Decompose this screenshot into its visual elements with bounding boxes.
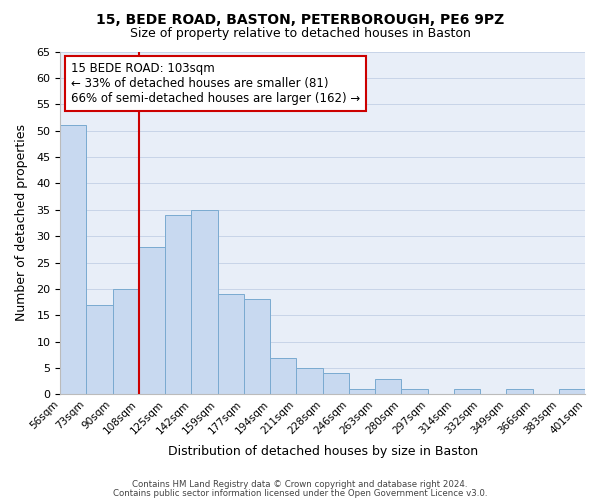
Bar <box>296 368 323 394</box>
Bar <box>244 300 270 394</box>
Bar <box>401 389 428 394</box>
Bar <box>86 305 113 394</box>
Y-axis label: Number of detached properties: Number of detached properties <box>15 124 28 322</box>
Text: Size of property relative to detached houses in Baston: Size of property relative to detached ho… <box>130 28 470 40</box>
Bar <box>218 294 244 394</box>
Bar <box>349 389 375 394</box>
Bar <box>60 126 86 394</box>
Text: 15 BEDE ROAD: 103sqm
← 33% of detached houses are smaller (81)
66% of semi-detac: 15 BEDE ROAD: 103sqm ← 33% of detached h… <box>71 62 360 105</box>
Bar <box>270 358 296 395</box>
Bar <box>113 289 139 395</box>
Text: Contains public sector information licensed under the Open Government Licence v3: Contains public sector information licen… <box>113 489 487 498</box>
Bar <box>375 378 401 394</box>
Text: Contains HM Land Registry data © Crown copyright and database right 2024.: Contains HM Land Registry data © Crown c… <box>132 480 468 489</box>
Bar <box>165 215 191 394</box>
Bar <box>323 374 349 394</box>
X-axis label: Distribution of detached houses by size in Baston: Distribution of detached houses by size … <box>167 444 478 458</box>
Bar <box>454 389 480 394</box>
Bar <box>559 389 585 394</box>
Bar <box>506 389 533 394</box>
Bar <box>139 246 165 394</box>
Text: 15, BEDE ROAD, BASTON, PETERBOROUGH, PE6 9PZ: 15, BEDE ROAD, BASTON, PETERBOROUGH, PE6… <box>96 12 504 26</box>
Bar <box>191 210 218 394</box>
